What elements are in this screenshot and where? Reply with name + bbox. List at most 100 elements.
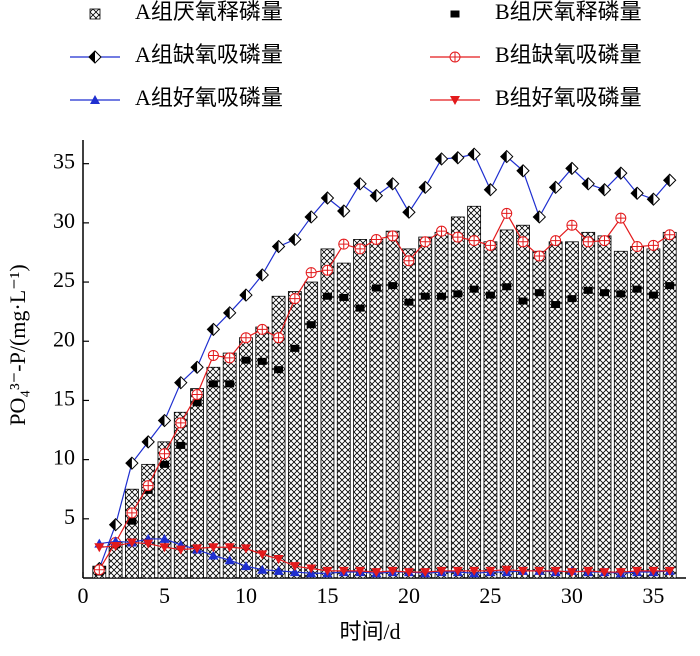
bar [190,388,204,579]
point [191,389,203,401]
point [306,321,316,329]
point [419,236,431,248]
point [108,518,123,532]
point [404,298,414,306]
point [452,231,464,243]
point [631,241,643,253]
bar [239,337,253,579]
point [257,564,268,574]
bar [532,250,547,579]
bar [402,248,416,579]
point [388,282,398,290]
point [192,399,202,407]
point [517,236,529,248]
point [434,152,449,166]
point [385,177,400,191]
point [485,291,495,299]
point [501,207,513,219]
bar [287,291,302,579]
point [664,229,676,241]
point [632,285,642,293]
point [322,292,332,300]
legend-label: B组缺氧吸磷量 [495,42,642,67]
legend-label: A组好氧吸磷量 [135,85,283,110]
bar [450,216,465,579]
point [224,352,236,364]
x-tick-label: 30 [561,583,583,608]
point [255,268,269,282]
y-tick-label: 20 [53,326,75,351]
legend-marker [89,8,101,20]
point [467,147,481,161]
point [516,164,530,178]
point [159,533,170,543]
point [143,539,154,549]
y-tick-label: 25 [53,267,75,292]
point [321,264,333,276]
bar [320,248,335,579]
point [273,332,285,344]
point [583,286,593,294]
point [208,380,218,388]
point [94,543,105,553]
point [322,566,333,576]
point [176,441,186,449]
point [289,562,300,572]
legend-marker [450,96,460,105]
y-tick-label: 30 [53,208,75,233]
bar [336,262,351,579]
point [224,543,235,553]
point [403,568,414,578]
legend-label: B组好氧吸磷量 [495,85,642,110]
point [338,238,350,250]
point [616,290,626,298]
point [337,204,351,218]
point [451,151,465,165]
point [240,544,251,554]
point [175,545,186,555]
point [174,375,188,390]
point [453,290,463,298]
point [485,566,496,576]
bar [304,281,319,579]
point [190,360,204,374]
point [615,568,626,578]
point [437,292,447,300]
point [583,566,594,576]
bar [173,411,188,579]
point [483,183,498,197]
point [533,250,545,262]
legend-marker [450,10,460,18]
point [241,356,251,364]
point [403,255,415,267]
point [581,177,595,191]
legend-marker [88,50,102,64]
point [500,149,514,164]
point [420,292,430,300]
point [420,568,431,578]
bar [206,366,221,579]
bar [418,236,433,579]
point [257,357,267,365]
point [371,568,382,578]
point [126,538,137,548]
point [224,555,235,565]
point [304,210,318,224]
bar [434,231,449,579]
point [387,566,398,576]
legend-marker [90,95,100,104]
point [599,568,610,578]
x-tick-label: 35 [642,583,664,608]
bar [124,488,139,579]
point [273,555,284,565]
point [256,323,268,335]
point [402,205,416,219]
point [565,161,579,176]
point [288,232,302,247]
point [369,188,384,203]
point [289,567,300,577]
point [175,417,187,429]
bar [581,231,596,579]
point [305,267,317,279]
